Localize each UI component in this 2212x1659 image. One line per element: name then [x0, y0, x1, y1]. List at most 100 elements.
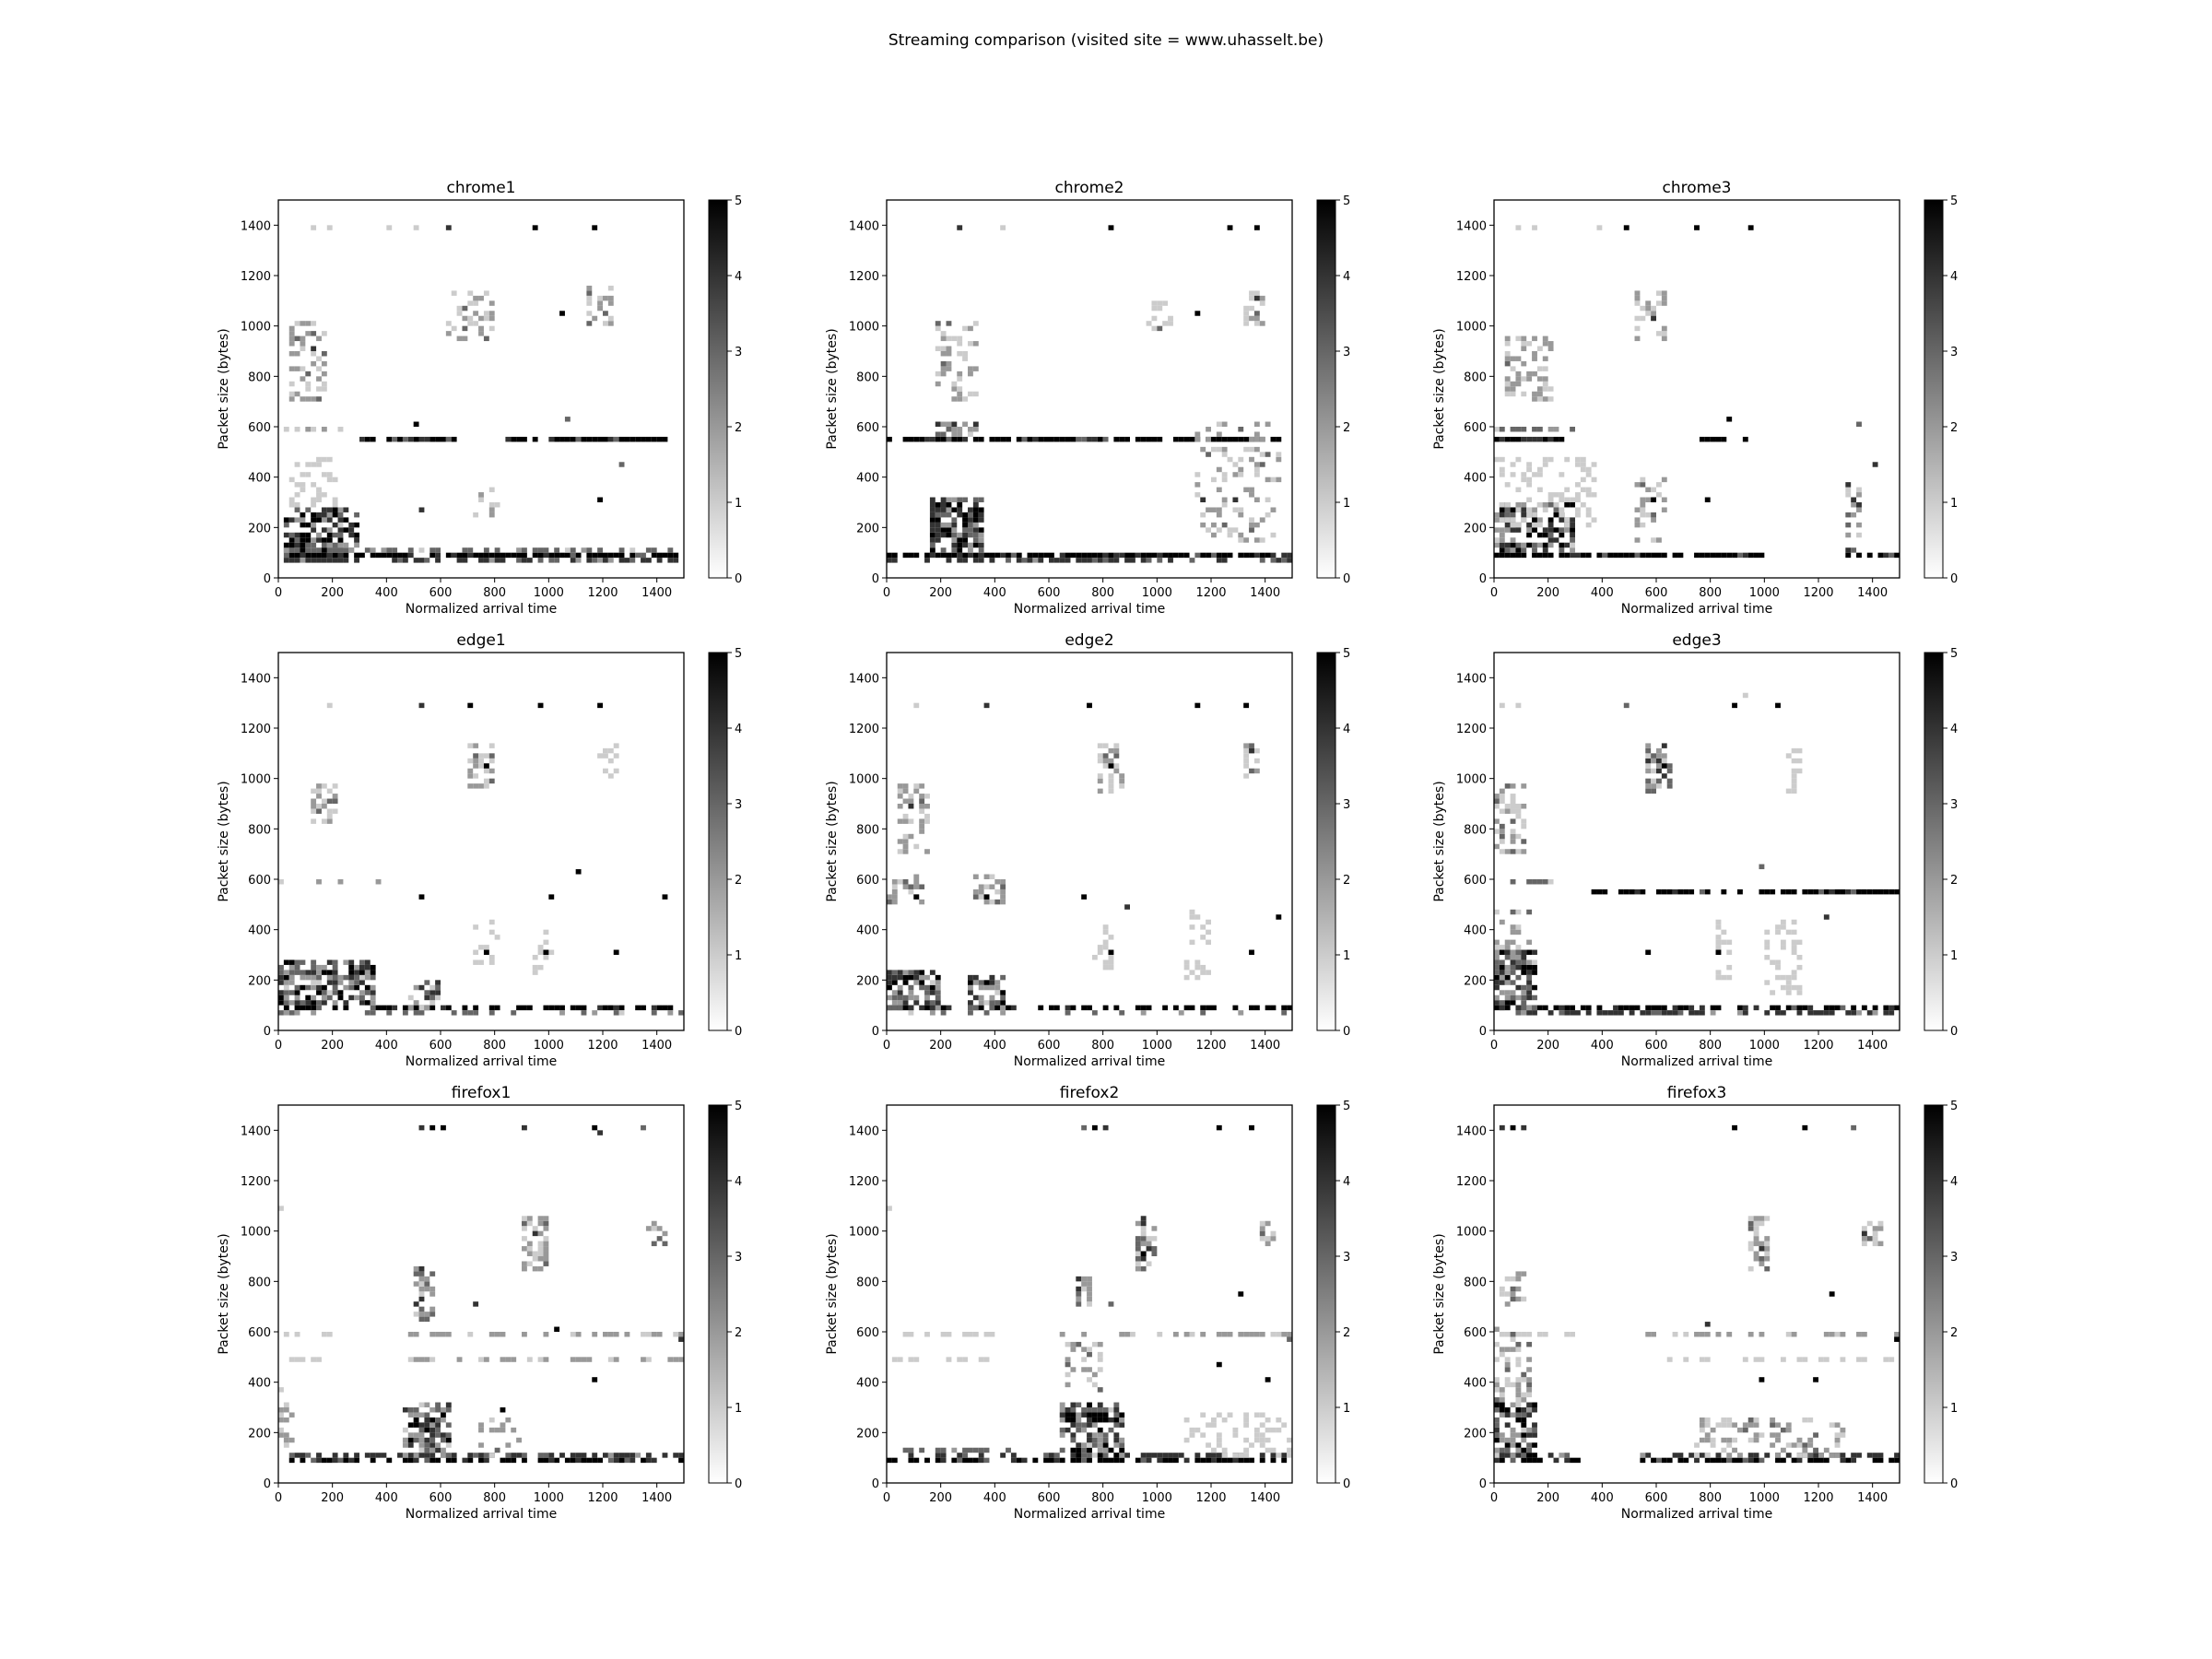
heatmap-cell [1221, 522, 1228, 528]
heatmap-cell [407, 1422, 414, 1428]
heatmap-cell [483, 768, 489, 774]
heatmap-cell [354, 512, 359, 518]
heatmap-cell [1656, 758, 1662, 764]
heatmap-cell [311, 798, 317, 804]
y-tick-label: 400 [1464, 1377, 1487, 1391]
x-tick-label: 400 [1591, 586, 1614, 600]
heatmap-cell [1194, 436, 1201, 442]
heatmap-cell [1553, 512, 1559, 518]
heatmap-cell [1834, 1422, 1841, 1428]
heatmap-cell [667, 1005, 674, 1011]
heatmap-cell [962, 558, 968, 563]
heatmap-cell [1872, 1010, 1878, 1016]
heatmap-cell [473, 321, 479, 326]
heatmap-cell [919, 823, 925, 830]
heatmap-cell [1049, 1005, 1054, 1011]
heatmap-cell [1807, 1010, 1814, 1016]
heatmap-cell [278, 964, 284, 971]
heatmap-cell [532, 1251, 538, 1256]
heatmap-cell [559, 1453, 565, 1458]
heatmap-cell [326, 798, 333, 804]
heatmap-cell [402, 1010, 408, 1016]
heatmap-cell [1645, 497, 1652, 502]
heatmap-cell [1547, 396, 1554, 402]
heatmap-cell [1775, 1010, 1781, 1016]
heatmap-cell [1877, 1220, 1884, 1227]
heatmap-cell [1526, 1392, 1533, 1398]
heatmap-cell [978, 980, 984, 985]
heatmap-cell [402, 552, 408, 559]
heatmap-cell [305, 427, 312, 432]
heatmap-cell [316, 366, 322, 371]
heatmap-cell [1661, 295, 1667, 301]
heatmap-cell [1253, 315, 1260, 322]
heatmap-cell [1559, 547, 1565, 553]
heatmap-cell [1780, 1357, 1786, 1362]
heatmap-cell [429, 1005, 436, 1011]
heatmap-cell [978, 1447, 984, 1453]
heatmap-cell [1091, 1453, 1098, 1458]
heatmap-cell [1526, 1407, 1533, 1413]
heatmap-cell [1834, 888, 1841, 895]
heatmap-cell [418, 702, 425, 709]
heatmap-cell [1645, 758, 1652, 764]
heatmap-cell [1515, 507, 1522, 512]
heatmap-cell [1526, 1453, 1533, 1458]
heatmap-cell [1259, 552, 1265, 559]
heatmap-cell [957, 507, 963, 512]
heatmap-cell [1119, 1417, 1125, 1423]
heatmap-cell [1043, 552, 1049, 559]
heatmap-cell [1140, 1256, 1147, 1262]
heatmap-cell [473, 552, 479, 559]
heatmap-cell [1510, 386, 1516, 392]
heatmap-cell [1677, 552, 1684, 559]
heatmap-cell [902, 980, 909, 985]
heatmap-cell [1189, 1427, 1195, 1433]
heatmap-cell [483, 763, 489, 769]
y-tick-label: 400 [248, 924, 271, 938]
heatmap-cell [375, 879, 382, 885]
heatmap-cell [1249, 743, 1254, 748]
heatmap-cell [1206, 507, 1211, 512]
heatmap-cell [962, 1447, 968, 1453]
heatmap-cell [951, 517, 958, 523]
colorbar-scale [1924, 1104, 1944, 1484]
heatmap-cell [1211, 507, 1217, 512]
heatmap-cell [1494, 1453, 1500, 1458]
heatmap-cell [418, 1316, 425, 1323]
heatmap-cell [548, 949, 555, 955]
x-tick-label: 1000 [534, 586, 564, 600]
heatmap-cell [1553, 527, 1559, 533]
heatmap-cell [919, 984, 925, 991]
heatmap-cell [451, 552, 457, 559]
heatmap-cell [1194, 964, 1201, 971]
heatmap-cell [316, 547, 322, 553]
heatmap-cell [1634, 325, 1641, 332]
heatmap-cell [1818, 1457, 1824, 1464]
heatmap-cell [968, 512, 973, 518]
heatmap-cell [343, 1000, 349, 1006]
heatmap-cell [316, 970, 322, 975]
heatmap-cell [1542, 366, 1548, 371]
heatmap-cell [1526, 974, 1533, 981]
heatmap-cell [1634, 522, 1641, 528]
heatmap-cell [1585, 507, 1592, 512]
heatmap-cell [1259, 1453, 1265, 1458]
heatmap-cell [1807, 1457, 1814, 1464]
heatmap-cell [1613, 1005, 1618, 1011]
heatmap-cell [451, 436, 457, 442]
heatmap-cell [1521, 341, 1527, 347]
heatmap-cell [1656, 331, 1662, 336]
heatmap-cell [316, 794, 322, 799]
heatmap-cell [1845, 532, 1852, 538]
heatmap-cell [1715, 974, 1722, 981]
heatmap-cell [972, 341, 979, 347]
colorbar-tick-label: 1 [1950, 497, 1958, 511]
heatmap-cell [359, 1000, 365, 1006]
heatmap-cell [581, 1457, 587, 1464]
heatmap-cell [1206, 929, 1211, 935]
heatmap-cell [1651, 487, 1656, 493]
heatmap-cell [940, 436, 947, 442]
heatmap-cell [402, 558, 408, 563]
heatmap-cell [1499, 1447, 1505, 1453]
